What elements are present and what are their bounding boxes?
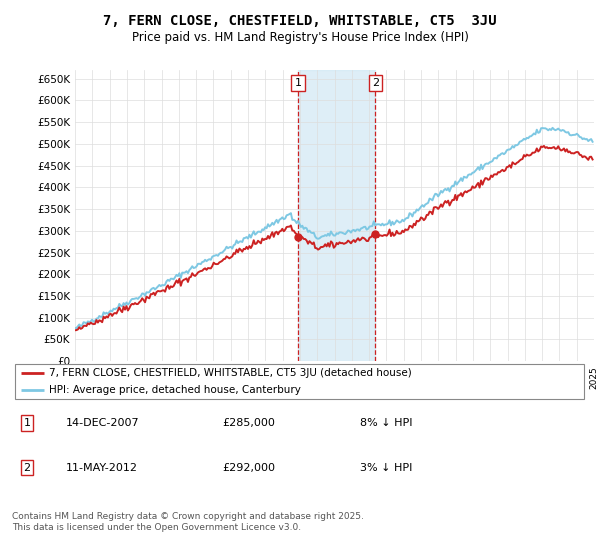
Text: 1: 1 (23, 418, 31, 428)
Text: 3% ↓ HPI: 3% ↓ HPI (360, 463, 412, 473)
Text: Price paid vs. HM Land Registry's House Price Index (HPI): Price paid vs. HM Land Registry's House … (131, 31, 469, 44)
Text: Contains HM Land Registry data © Crown copyright and database right 2025.
This d: Contains HM Land Registry data © Crown c… (12, 512, 364, 532)
Text: 11-MAY-2012: 11-MAY-2012 (66, 463, 138, 473)
FancyBboxPatch shape (15, 364, 584, 399)
Text: 14-DEC-2007: 14-DEC-2007 (66, 418, 140, 428)
Bar (298, 70, 375, 361)
Text: 7, FERN CLOSE, CHESTFIELD, WHITSTABLE, CT5 3JU (detached house): 7, FERN CLOSE, CHESTFIELD, WHITSTABLE, C… (49, 368, 412, 378)
Text: 1: 1 (295, 78, 302, 88)
Text: 2: 2 (371, 78, 379, 88)
Text: 2: 2 (23, 463, 31, 473)
Text: £292,000: £292,000 (222, 463, 275, 473)
Text: HPI: Average price, detached house, Canterbury: HPI: Average price, detached house, Cant… (49, 385, 301, 395)
Text: 8% ↓ HPI: 8% ↓ HPI (360, 418, 413, 428)
Text: £285,000: £285,000 (222, 418, 275, 428)
Text: 7, FERN CLOSE, CHESTFIELD, WHITSTABLE, CT5  3JU: 7, FERN CLOSE, CHESTFIELD, WHITSTABLE, C… (103, 14, 497, 28)
